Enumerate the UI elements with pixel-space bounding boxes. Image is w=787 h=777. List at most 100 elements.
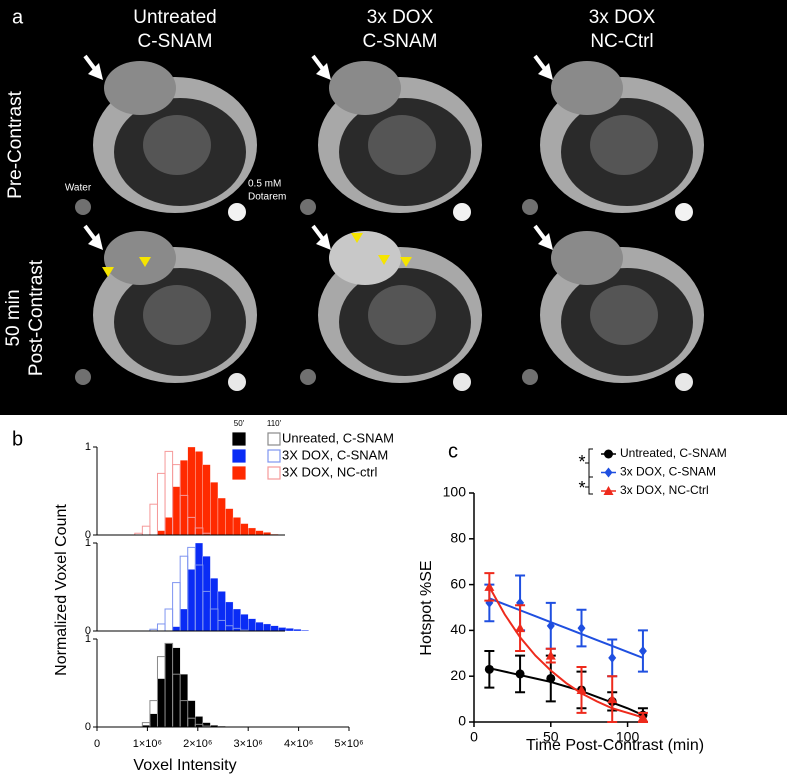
y-tick-label: 0 (85, 721, 91, 733)
legend-swatch (267, 466, 281, 480)
panel-label: a (12, 6, 24, 28)
histogram-bar (149, 503, 158, 536)
histogram-bar (149, 713, 158, 728)
histogram-bar (156, 472, 166, 536)
column-title: Untreated (133, 7, 216, 28)
marker (515, 669, 525, 679)
y-axis-label: Normalized Voxel Count (53, 504, 70, 676)
heart (590, 285, 658, 345)
histogram-bar (278, 627, 287, 632)
arrowhead-marker (400, 257, 412, 267)
column-title: C-SNAM (138, 31, 213, 52)
tumor (104, 61, 176, 115)
arrowhead-marker (139, 257, 151, 267)
column-title: 3x DOX (589, 7, 656, 28)
significance-bracket (585, 448, 593, 495)
arrow-head (316, 63, 331, 80)
x-tick-label: 5×10⁶ (334, 738, 363, 750)
histogram-bar (232, 517, 241, 536)
heart (368, 115, 436, 175)
y-tick-label: 1 (85, 633, 91, 645)
histogram-bar (255, 530, 264, 536)
histogram-bar (240, 523, 249, 536)
histogram-bar (217, 591, 226, 632)
x-tick-label: 3×10⁶ (234, 738, 263, 750)
y-tick-label: 80 (450, 530, 466, 546)
y-tick-label: 0 (85, 625, 91, 637)
arrowhead-marker (378, 255, 390, 265)
water-tube (522, 369, 538, 385)
arrow-head (316, 233, 331, 250)
histogram-bar (187, 700, 196, 728)
histogram-bar (240, 614, 249, 632)
heart (143, 115, 211, 175)
dotarem-tube (453, 373, 471, 391)
arrow-head (538, 233, 553, 250)
legend-label: Untreated, C-SNAM (620, 446, 727, 460)
water-tube (300, 369, 316, 385)
histogram-bar (217, 497, 226, 536)
histogram-bar (210, 578, 219, 632)
histogram-bar (195, 716, 203, 728)
panel-label: c (448, 440, 458, 462)
histogram-bar (225, 508, 234, 536)
column-title: NC-Ctrl (590, 31, 653, 52)
marker (576, 684, 587, 694)
legend-header: 110' (267, 419, 282, 428)
y-tick-label: 1 (85, 537, 91, 549)
fit-line (489, 667, 644, 717)
tumor (329, 231, 401, 285)
heart (368, 285, 436, 345)
y-axis-label: Hotspot %SE (418, 560, 435, 655)
dotarem-tube (453, 203, 471, 221)
tumor (551, 231, 623, 285)
fit-line (488, 586, 644, 719)
marker (638, 646, 647, 657)
x-axis-label: Voxel Intensity (133, 757, 236, 774)
dotarem-tube (675, 373, 693, 391)
water-tube (522, 199, 538, 215)
y-tick-label: 100 (443, 484, 467, 500)
marker (546, 620, 555, 631)
legend-label: 3X DOX, NC-ctrl (282, 464, 377, 479)
histogram-bar (157, 678, 166, 728)
y-tick-label: 0 (458, 713, 466, 729)
marker (546, 673, 556, 683)
x-tick-label: 50 (543, 729, 559, 745)
water-label: Water (65, 183, 92, 194)
dotarem-tube (675, 203, 693, 221)
histogram-bar (141, 525, 151, 536)
histogram-bar (202, 464, 211, 536)
x-tick-label: 0 (94, 738, 100, 750)
heart (143, 285, 211, 345)
y-tick-label: 1 (85, 441, 91, 453)
marker (515, 623, 526, 633)
dotarem-label: 0.5 mM (248, 179, 281, 190)
row-title: Post-Contrast (26, 259, 47, 376)
tumor (329, 61, 401, 115)
significance: * (578, 452, 585, 472)
x-tick-label: 100 (616, 729, 640, 745)
marker (607, 694, 618, 704)
histogram-bar (172, 486, 181, 536)
marker (608, 652, 617, 663)
histogram-bar (164, 517, 173, 536)
legend-swatch (267, 432, 281, 446)
arrow-head (88, 233, 103, 250)
marker (577, 623, 586, 634)
x-tick-label: 2×10⁶ (183, 738, 212, 750)
legend-swatch (267, 449, 281, 463)
histogram-bar (172, 647, 181, 728)
panel-label: b (12, 428, 23, 450)
histogram-bar (248, 618, 256, 632)
histogram-bar (172, 582, 181, 632)
row-title: Pre-Contrast (5, 90, 26, 198)
row-title: 50 min (3, 289, 24, 346)
marker (637, 712, 648, 722)
legend-label: 3X DOX, C-SNAM (282, 447, 388, 462)
legend-label: 3x DOX, NC-Ctrl (620, 483, 709, 497)
marker (484, 581, 495, 591)
histogram-bar (156, 623, 166, 632)
histogram-bar (210, 482, 219, 536)
marker (484, 664, 494, 674)
